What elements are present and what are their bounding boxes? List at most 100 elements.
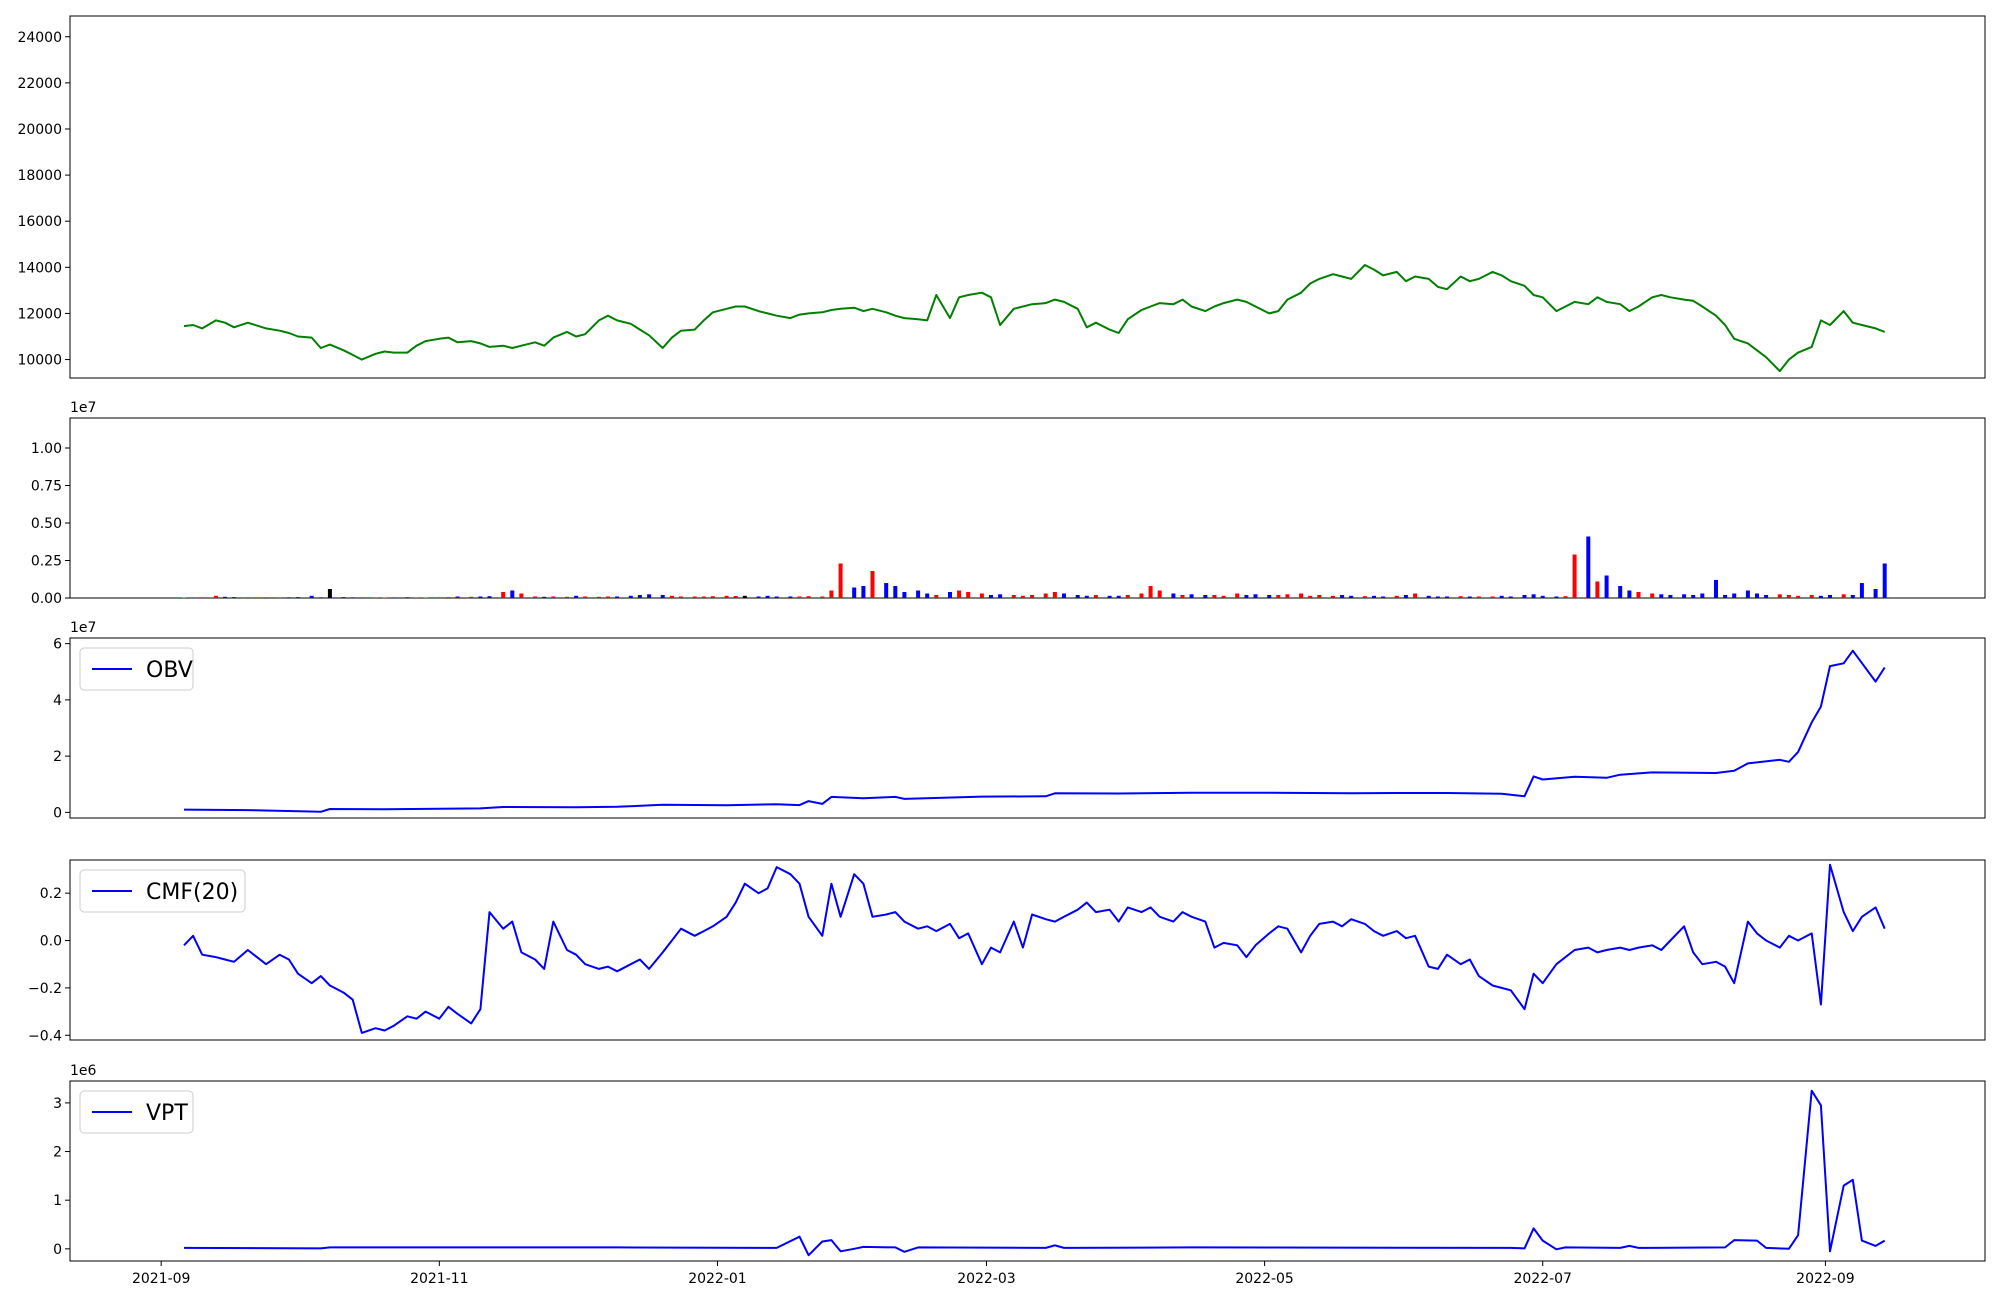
volume-bar xyxy=(191,597,196,598)
legend-cmf: CMF(20) xyxy=(79,869,246,913)
volume-bar xyxy=(1604,575,1609,598)
volume-bar xyxy=(510,590,515,598)
volume-bar xyxy=(382,597,387,598)
volume-bar xyxy=(264,597,269,598)
volume-bar xyxy=(989,595,993,598)
volume-bar xyxy=(1618,586,1623,598)
volume-bar xyxy=(1458,596,1463,598)
volume-bar xyxy=(1107,595,1112,598)
volume-bar xyxy=(182,597,186,598)
volume-bar xyxy=(829,590,834,598)
volume-bar xyxy=(998,594,1003,598)
volume-bar xyxy=(446,597,451,598)
y-tick-label: 2 xyxy=(53,1145,62,1161)
volume-bar xyxy=(1084,595,1089,598)
volume-bar xyxy=(660,595,665,598)
volume-bar xyxy=(1668,595,1673,598)
volume-bar xyxy=(277,597,282,598)
volume-bar xyxy=(478,596,483,598)
volume-bar xyxy=(647,594,652,598)
y-tick-label: 1 xyxy=(53,1193,62,1209)
volume-bar xyxy=(405,597,410,598)
volume-bar xyxy=(1873,589,1878,598)
volume-bar xyxy=(669,595,674,598)
volume-bar xyxy=(1764,595,1769,598)
volume-bar xyxy=(200,597,205,598)
y-tick-label: 6 xyxy=(53,637,62,653)
volume-bar xyxy=(1125,595,1130,598)
panel-frame xyxy=(69,637,1986,819)
volume-bar xyxy=(341,597,346,598)
volume-bar xyxy=(350,597,355,598)
volume-bar xyxy=(414,597,419,598)
y-tick-label: −0.2 xyxy=(28,981,62,997)
chart-panels: 1000012000140001600018000200002200024000… xyxy=(17,15,1986,1262)
volume-bar xyxy=(724,595,729,598)
volume-bar xyxy=(1426,595,1431,598)
volume-bar xyxy=(1745,590,1750,598)
panel-frame xyxy=(69,1080,1986,1262)
volume-bar xyxy=(679,596,683,598)
volume-bar xyxy=(1203,595,1208,598)
volume-bar xyxy=(1189,594,1194,598)
y-tick-label: 18000 xyxy=(17,168,62,184)
axis-offset-label: 1e7 xyxy=(70,400,96,416)
panel-frame xyxy=(69,859,1986,1041)
volume-bar xyxy=(1714,580,1718,598)
volume-bar xyxy=(916,590,921,598)
volume-bar xyxy=(1030,595,1035,598)
y-tick-label: 0.0 xyxy=(40,934,62,950)
volume-bar xyxy=(487,596,492,598)
volume-bar xyxy=(223,596,227,598)
volume-bar xyxy=(870,571,875,598)
x-tick-label: 2022-03 xyxy=(957,1271,1016,1287)
volume-bar xyxy=(1171,593,1176,598)
volume-bar xyxy=(838,563,843,598)
volume-bar xyxy=(979,593,984,598)
volume-bar xyxy=(1786,595,1791,598)
volume-bar xyxy=(1308,595,1313,598)
volume-bar xyxy=(1796,595,1801,598)
panel-obv: 0 2 4 6 1e7 OBV xyxy=(53,620,1986,821)
volume-bar xyxy=(327,589,332,598)
volume-bar xyxy=(1075,595,1080,598)
y-tick-label: 0.50 xyxy=(31,516,62,532)
volume-bar xyxy=(1276,595,1281,598)
volume-bar xyxy=(1435,596,1440,598)
volume-bar xyxy=(1659,594,1664,598)
shared-x-axis: 2021-09 2021-11 2022-01 2022-03 2022-05 2022-… xyxy=(132,1261,1855,1287)
volume-bar xyxy=(574,595,579,598)
volume-bar xyxy=(1531,594,1536,598)
axis-offset-label: 1e7 xyxy=(70,620,96,636)
volume-bar xyxy=(1490,596,1495,598)
volume-bar xyxy=(1755,593,1759,598)
volume-bar xyxy=(245,597,250,598)
volume-bar xyxy=(733,596,738,598)
y-tick-label: 14000 xyxy=(17,260,62,276)
volume-bar xyxy=(1476,596,1481,598)
volume-bar xyxy=(1828,595,1832,598)
volume-bar xyxy=(774,596,779,598)
volume-bar xyxy=(615,596,620,598)
panel-volume: 0.00 0.25 0.50 0.75 1.00 1e7 xyxy=(31,400,1986,607)
volume-bar xyxy=(1299,593,1304,598)
panel-frame xyxy=(69,15,1986,379)
volume-bar xyxy=(788,596,793,598)
volume-bar xyxy=(596,596,601,598)
volume-bar xyxy=(309,595,314,598)
legend-label: OBV xyxy=(146,658,193,683)
y-tick-label: 22000 xyxy=(17,76,62,92)
volume-bar xyxy=(213,595,218,598)
legend-box xyxy=(79,647,194,691)
volume-bar xyxy=(1413,593,1418,598)
volume-bar xyxy=(437,597,442,598)
volume-bar xyxy=(1139,593,1144,598)
legend-box xyxy=(79,869,246,913)
volume-bar xyxy=(391,597,396,598)
series-line-price xyxy=(183,264,1886,373)
legend-obv: OBV xyxy=(79,647,194,691)
x-tick-label: 2021-09 xyxy=(132,1271,191,1287)
volume-bar xyxy=(1445,596,1449,598)
